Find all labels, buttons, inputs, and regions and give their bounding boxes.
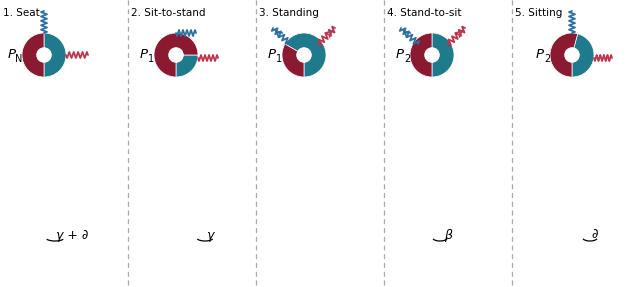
- Bar: [385, 15, 511, 205]
- Wedge shape: [550, 33, 578, 77]
- Text: γ: γ: [206, 228, 214, 241]
- Text: γ + ∂: γ + ∂: [56, 228, 88, 241]
- Wedge shape: [22, 33, 44, 77]
- Circle shape: [37, 48, 51, 62]
- Text: P: P: [396, 48, 404, 61]
- Bar: [129, 15, 255, 205]
- Text: 2: 2: [544, 54, 550, 64]
- Wedge shape: [572, 34, 594, 77]
- Text: 1. Seat: 1. Seat: [3, 8, 40, 18]
- Bar: [1, 15, 127, 205]
- Wedge shape: [44, 33, 66, 77]
- Wedge shape: [285, 33, 326, 77]
- Text: 5. Sitting: 5. Sitting: [515, 8, 563, 18]
- Text: 1: 1: [276, 54, 282, 64]
- Circle shape: [425, 48, 439, 62]
- Text: P: P: [268, 48, 276, 61]
- Text: 2: 2: [404, 54, 410, 64]
- Text: P: P: [140, 48, 148, 61]
- Circle shape: [565, 48, 579, 62]
- Circle shape: [297, 48, 311, 62]
- Wedge shape: [154, 33, 198, 77]
- Text: 2. Sit-to-stand: 2. Sit-to-stand: [131, 8, 205, 18]
- Wedge shape: [176, 55, 198, 77]
- Bar: [513, 15, 639, 205]
- Text: β: β: [444, 228, 452, 241]
- Text: 4. Stand-to-sit: 4. Stand-to-sit: [387, 8, 461, 18]
- Text: N: N: [15, 54, 22, 64]
- Circle shape: [169, 48, 183, 62]
- Text: 3. Standing: 3. Standing: [259, 8, 319, 18]
- Wedge shape: [410, 33, 432, 77]
- Text: 1: 1: [148, 54, 154, 64]
- Wedge shape: [432, 33, 454, 77]
- Text: P: P: [536, 48, 544, 61]
- Wedge shape: [282, 44, 304, 77]
- Bar: [257, 15, 383, 205]
- Text: ∂: ∂: [592, 228, 598, 241]
- Text: P: P: [8, 48, 16, 61]
